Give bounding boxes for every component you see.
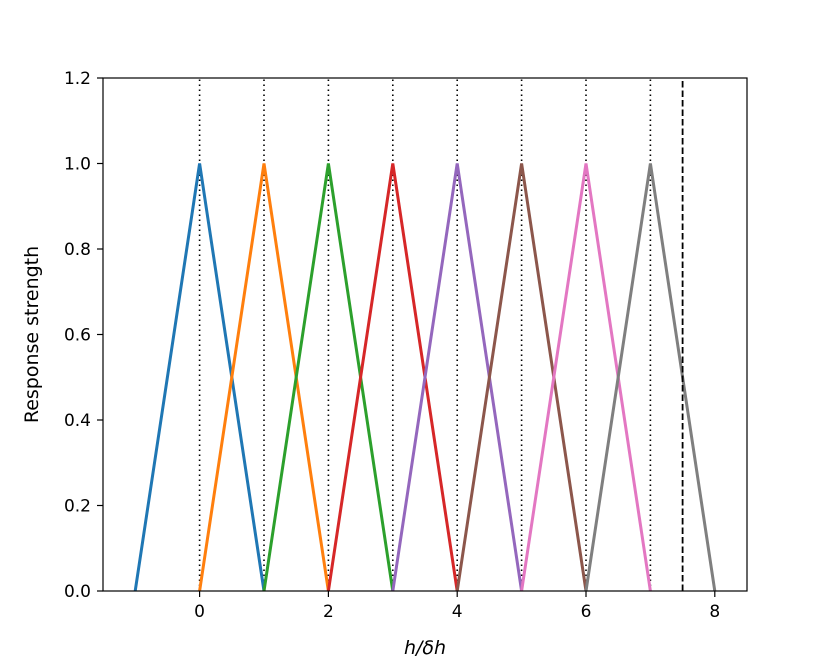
y-axis-label: Response strength xyxy=(21,246,43,423)
x-tick-label: 0 xyxy=(194,602,205,622)
ticks: 0 2 4 6 8 0.0 0.2 0.4 0.6 0.8 1.0 1.2 xyxy=(64,69,720,622)
y-tick-label: 1.2 xyxy=(64,69,91,89)
series-line-7 xyxy=(584,163,717,592)
series-line-0 xyxy=(133,163,266,592)
series-line-1 xyxy=(198,163,330,592)
plot-area xyxy=(133,78,717,592)
series-line-3 xyxy=(326,163,459,592)
x-axis-label: h/δh xyxy=(404,637,446,659)
series-line-4 xyxy=(391,163,524,592)
series-line-5 xyxy=(455,163,588,592)
y-tick-label: 0.4 xyxy=(64,411,91,431)
x-tick-label: 8 xyxy=(709,602,720,622)
y-tick-label: 0.6 xyxy=(64,326,91,346)
y-tick-label: 0.0 xyxy=(64,582,91,602)
y-tick-label: 1.0 xyxy=(64,155,91,175)
x-tick-label: 4 xyxy=(452,602,463,622)
y-tick-label: 0.8 xyxy=(64,240,91,260)
series-line-6 xyxy=(520,163,652,592)
y-tick-label: 0.2 xyxy=(64,497,91,517)
x-tick-label: 6 xyxy=(581,602,592,622)
series-line-2 xyxy=(262,163,395,592)
x-tick-label: 2 xyxy=(323,602,334,622)
